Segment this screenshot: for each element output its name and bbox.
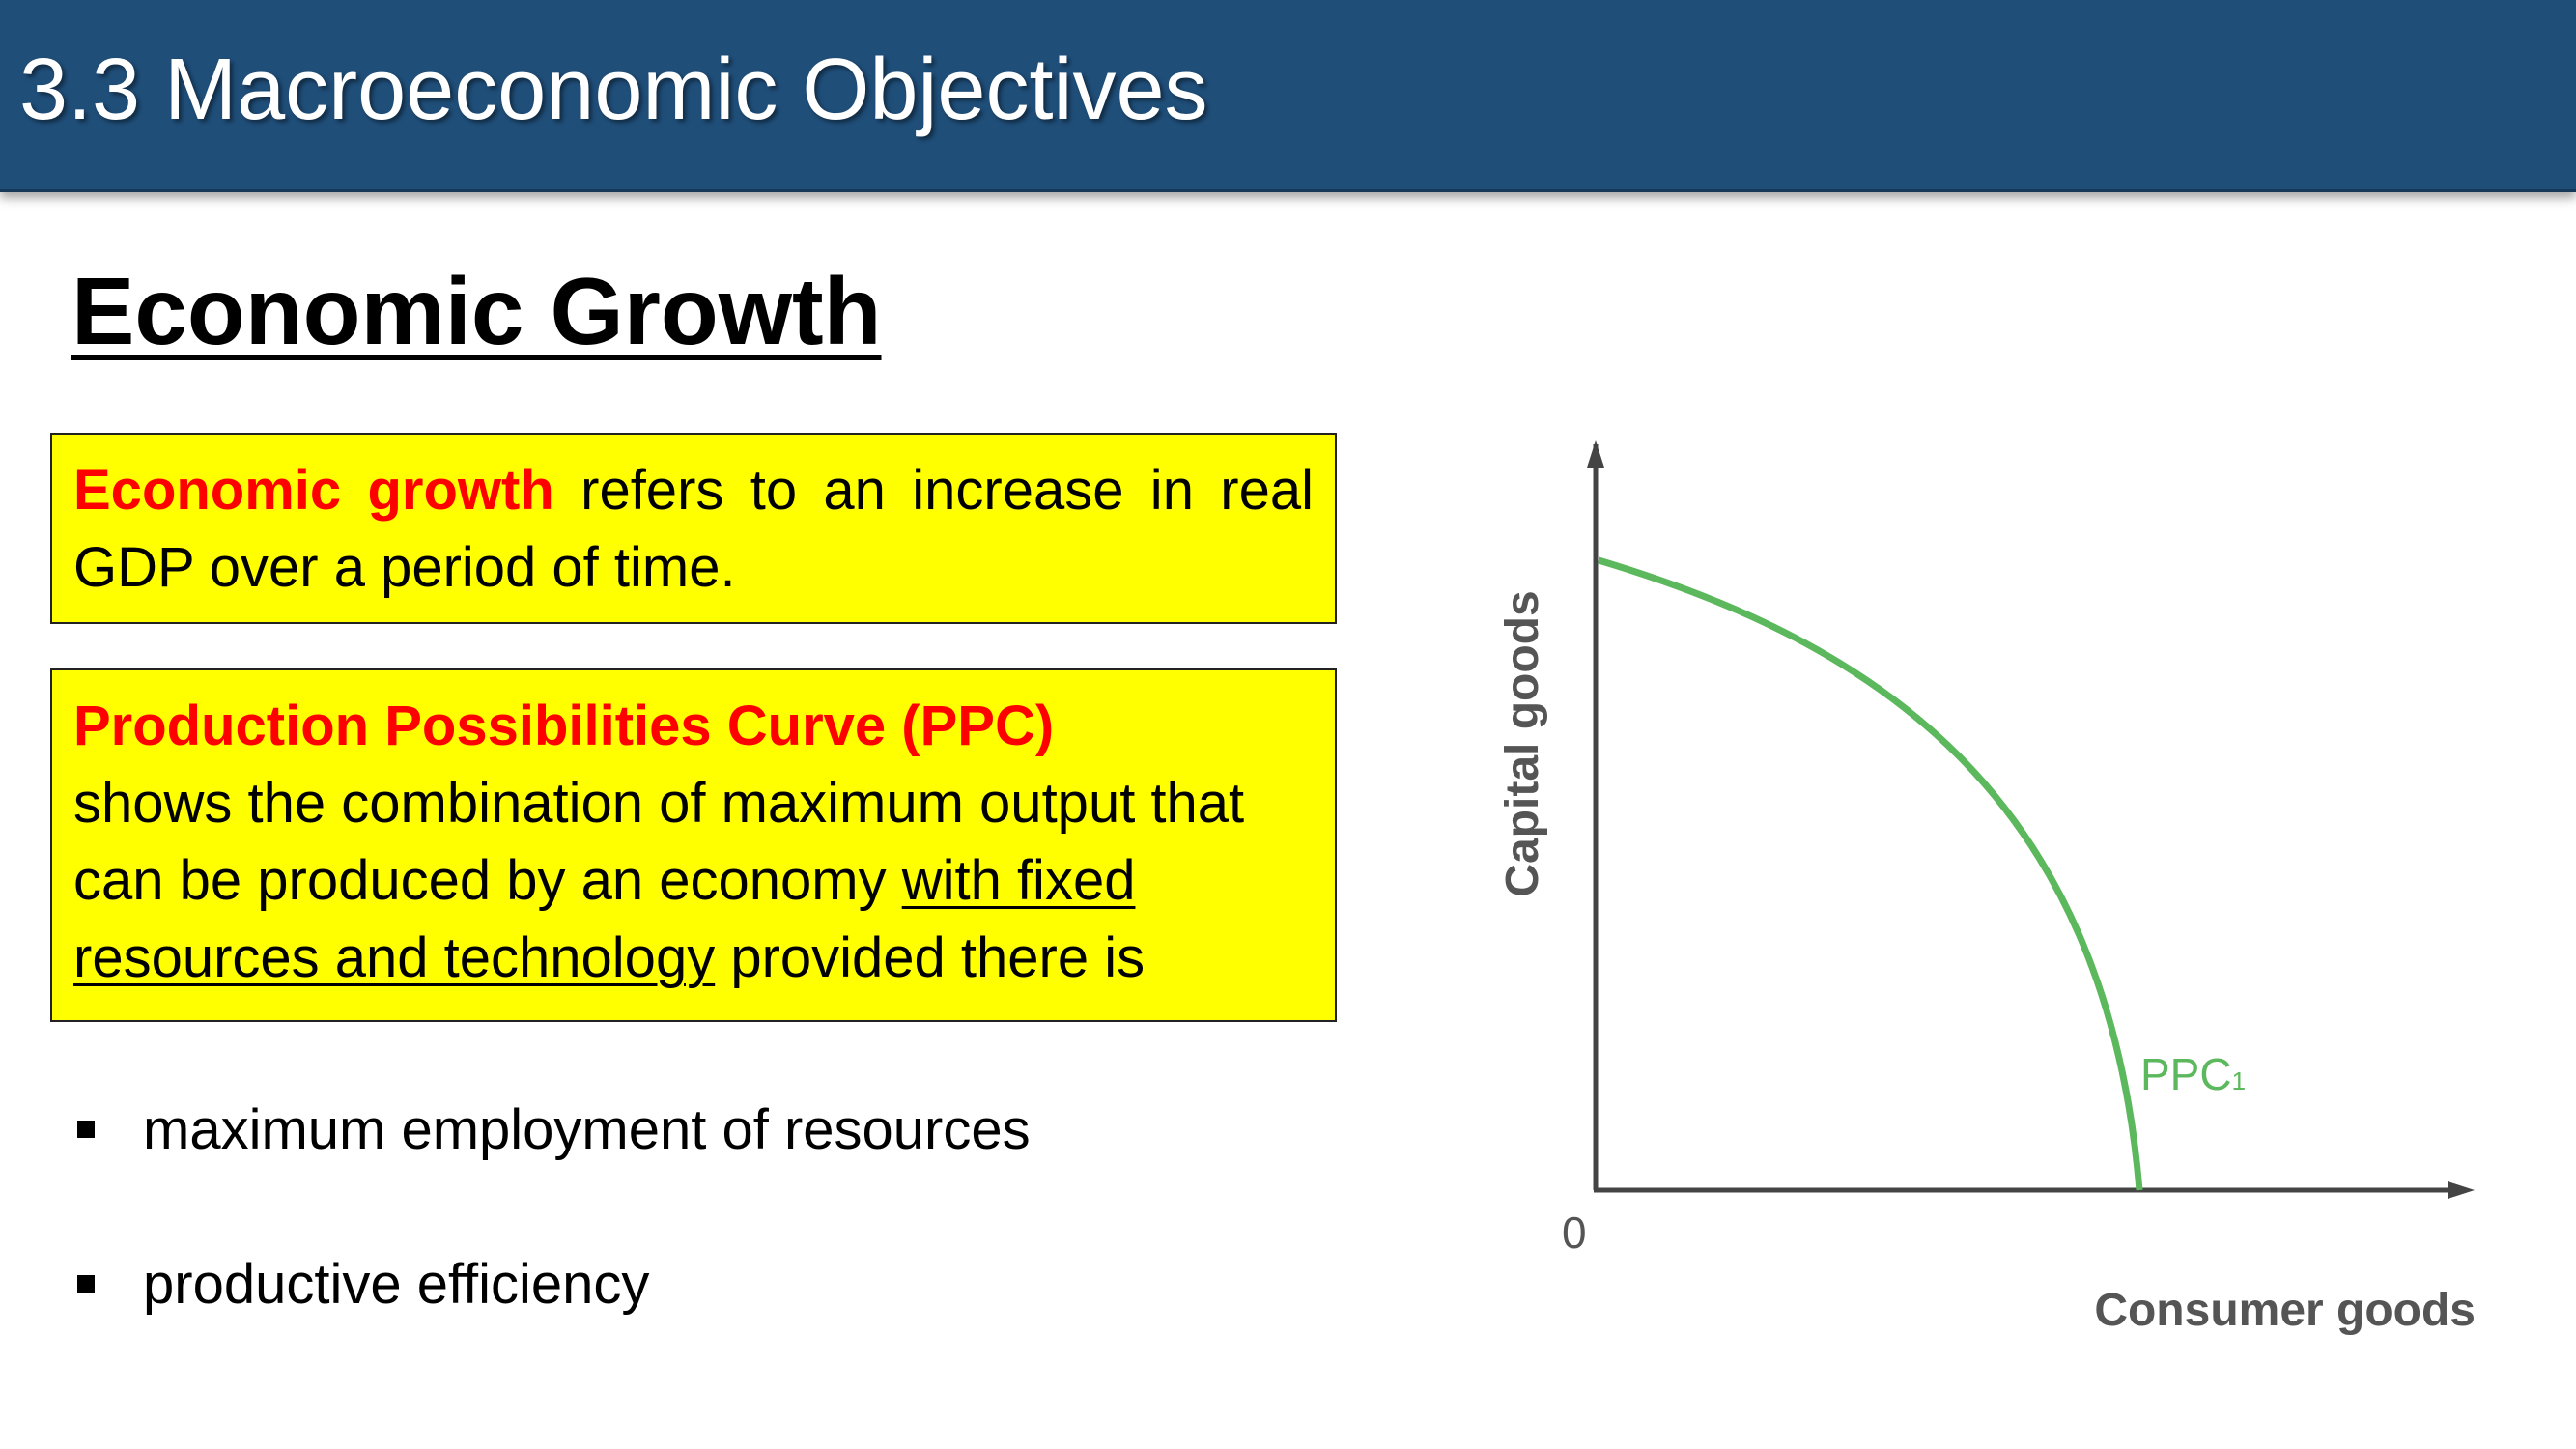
x-axis-label: Consumer goods bbox=[2094, 1285, 2476, 1336]
origin-label: 0 bbox=[1562, 1208, 1587, 1258]
list-item: maximum employment of resources bbox=[71, 1092, 1031, 1246]
definition-box-economic-growth: Economic growth refers to an increase in… bbox=[50, 433, 1337, 624]
definition-term: Production Possibilities Curve (PPC) bbox=[73, 695, 1055, 757]
y-axis-arrowhead-icon bbox=[1587, 440, 1604, 468]
bullet-text: maximum employment of resources bbox=[143, 1098, 1031, 1161]
definition-text: refers to an increase in real GDP over a… bbox=[73, 459, 1314, 599]
square-bullet-icon bbox=[77, 1121, 95, 1138]
ppc-curve bbox=[1597, 556, 2143, 1191]
x-axis-arrowhead-icon bbox=[2448, 1181, 2475, 1199]
definition-box-ppc: Production Possibilities Curve (PPC) sho… bbox=[50, 668, 1337, 1022]
definition-text: shows the combination of maximum output … bbox=[73, 765, 1314, 997]
curve-label-subscript: 1 bbox=[2232, 1066, 2246, 1095]
section-heading: Economic Growth bbox=[71, 258, 882, 364]
definition-term: Economic growth bbox=[73, 459, 554, 522]
curve-label-main: PPC bbox=[2140, 1049, 2232, 1099]
bullet-list: maximum employment of resources producti… bbox=[71, 1092, 1031, 1401]
y-axis-label: Capital goods bbox=[1497, 590, 1548, 896]
slide-title: 3.3 Macroeconomic Objectives bbox=[19, 42, 1208, 138]
list-item: productive efficiency bbox=[71, 1246, 1031, 1401]
ppc-diagram: Capital goods Consumer goods 0 PPC1 bbox=[1497, 440, 2476, 1336]
header-bar: 3.3 Macroeconomic Objectives bbox=[0, 0, 2576, 192]
bullet-text: productive efficiency bbox=[143, 1253, 650, 1316]
definition-text-part2: provided there is bbox=[715, 926, 1146, 989]
definition-text-part1: shows the combination of maximum output … bbox=[73, 772, 1245, 912]
curve-label: PPC1 bbox=[2140, 1049, 2246, 1099]
definition-text-underlined: with fixed resources and technology bbox=[73, 849, 1136, 989]
square-bullet-icon bbox=[77, 1275, 95, 1293]
